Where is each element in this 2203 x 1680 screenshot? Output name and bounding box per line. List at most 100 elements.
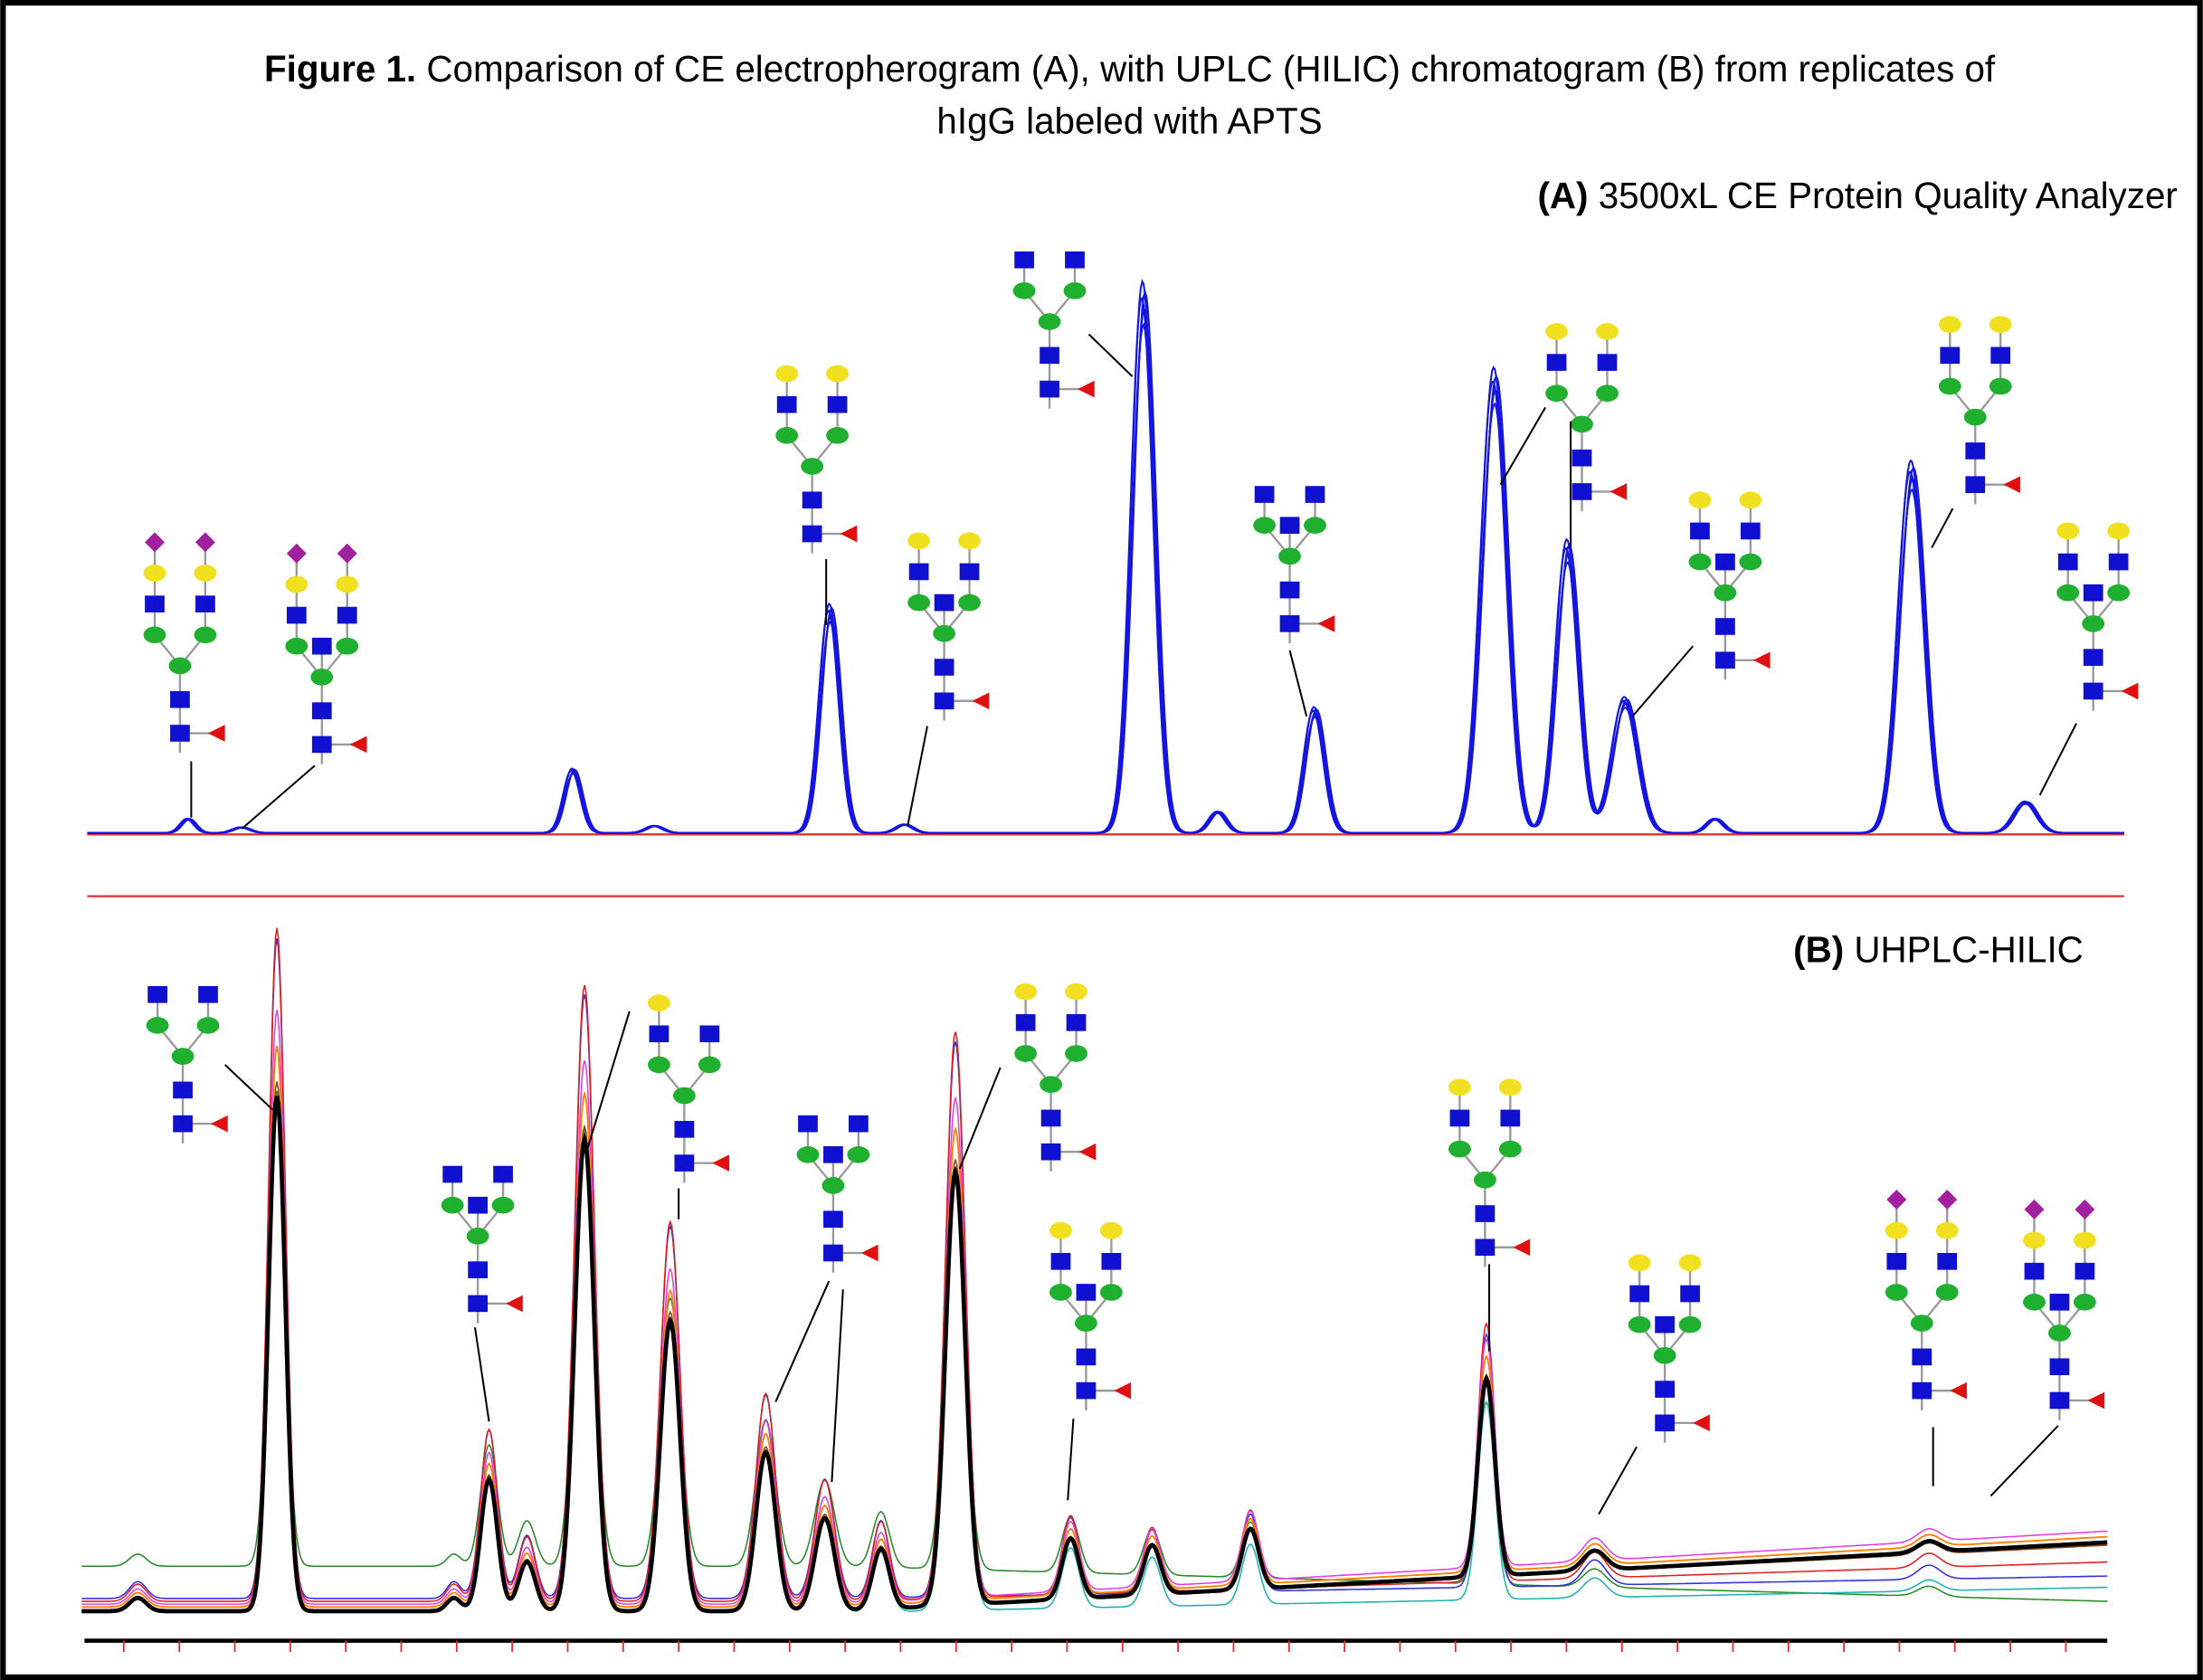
fucose (211, 1115, 228, 1133)
glcnac (1655, 1381, 1675, 1398)
glcnac (2075, 1262, 2095, 1280)
glcnac (1572, 483, 1592, 500)
glcnac (934, 593, 954, 612)
mannose (1910, 1315, 1933, 1332)
glcnac (1715, 553, 1735, 571)
glcnac (1680, 1285, 1700, 1303)
mannose (1049, 1284, 1072, 1301)
glcnac (1065, 251, 1085, 269)
galactose (1596, 323, 1619, 340)
pointer (1087, 333, 1134, 377)
glcnac (1655, 1315, 1675, 1334)
mannose (1040, 1076, 1063, 1093)
mannose (1545, 384, 1568, 403)
galactose (1938, 316, 1961, 333)
mannose (491, 1196, 515, 1214)
fucose (712, 1154, 730, 1172)
glcnac (2108, 553, 2129, 571)
fucose (1078, 1143, 1097, 1161)
galactose (2023, 1231, 2046, 1249)
title-text: Comparison of CE electropherogram (A), w… (426, 48, 1996, 90)
mannose (1012, 282, 1036, 299)
glcnac (2024, 1262, 2045, 1280)
glcnac (311, 637, 332, 655)
panel-name: 3500xL CE Protein Quality Analyzer (1599, 175, 2178, 216)
glcnac (776, 395, 797, 413)
glcnac (908, 563, 929, 581)
pointer (1931, 508, 1954, 549)
hplc-trace (81, 1045, 2108, 1609)
mannose (1739, 553, 1762, 571)
mannose (847, 1145, 870, 1163)
fucose (860, 1244, 878, 1262)
galactose (1049, 1221, 1072, 1239)
galactose (1989, 316, 2012, 333)
mannose (1278, 547, 1301, 565)
glcnac (1597, 354, 1618, 371)
galactose (1014, 982, 1038, 1001)
mannose (1653, 1347, 1676, 1364)
mannose (466, 1228, 489, 1245)
ce-trace (87, 297, 2124, 834)
glcnac (823, 1210, 843, 1229)
glcnac (849, 1115, 869, 1133)
mannose (1099, 1284, 1123, 1301)
mannose (1038, 313, 1061, 330)
glcnac (1050, 1252, 1071, 1270)
glcnac (827, 395, 848, 413)
fucose (1610, 483, 1628, 500)
glcnac (468, 1261, 488, 1278)
mannose (1448, 1140, 1471, 1158)
glcnac (934, 659, 954, 676)
galactose (2107, 522, 2131, 540)
glcnac (2083, 649, 2103, 666)
galactose (775, 365, 799, 383)
glcnac (699, 1025, 720, 1043)
galactose (336, 575, 359, 593)
sialic-acid (1886, 1190, 1907, 1210)
fucose (349, 736, 367, 754)
mannose (2056, 584, 2080, 602)
glcnac (195, 595, 215, 612)
glcnac (2049, 1358, 2070, 1376)
galactose (1678, 1254, 1702, 1272)
pointer (474, 1327, 490, 1422)
glcnac (2049, 1294, 2070, 1311)
glcnac (1449, 1109, 1470, 1127)
glcnac (1715, 651, 1735, 669)
fucose (1078, 380, 1095, 398)
mannose (2073, 1294, 2096, 1311)
sialic-acid (2024, 1199, 2045, 1220)
glcnac (337, 606, 357, 624)
fucose (1950, 1381, 1967, 1400)
glcnac (1475, 1239, 1496, 1257)
fucose (1752, 651, 1771, 669)
galactose (2056, 522, 2080, 540)
glcnac (311, 736, 332, 754)
galactose (1498, 1078, 1522, 1096)
panel-label: (B) (1793, 929, 1844, 971)
galactose (1545, 323, 1568, 340)
mannose (1596, 384, 1619, 403)
mannose (672, 1087, 696, 1105)
mannose (2082, 615, 2105, 632)
panel-title: (A) 3500xL CE Protein Quality Analyzer (1537, 175, 2177, 216)
glcnac (170, 725, 190, 742)
glcnac (1715, 618, 1735, 635)
glcnac (170, 690, 190, 708)
hplc-trace (81, 1010, 2108, 1605)
glcnac (311, 702, 332, 719)
fucose (2003, 476, 2020, 493)
galactose (1885, 1221, 1908, 1239)
pointer (241, 764, 316, 830)
glcnac (934, 692, 954, 710)
sialic-acid (286, 543, 307, 564)
title-line: Figure 1. Comparison of CE electropherog… (264, 48, 1996, 90)
mannose (1885, 1284, 1908, 1301)
glcnac (1912, 1348, 1932, 1366)
pointer (774, 1280, 831, 1402)
mannose (143, 626, 166, 644)
glcnac (1076, 1381, 1097, 1400)
